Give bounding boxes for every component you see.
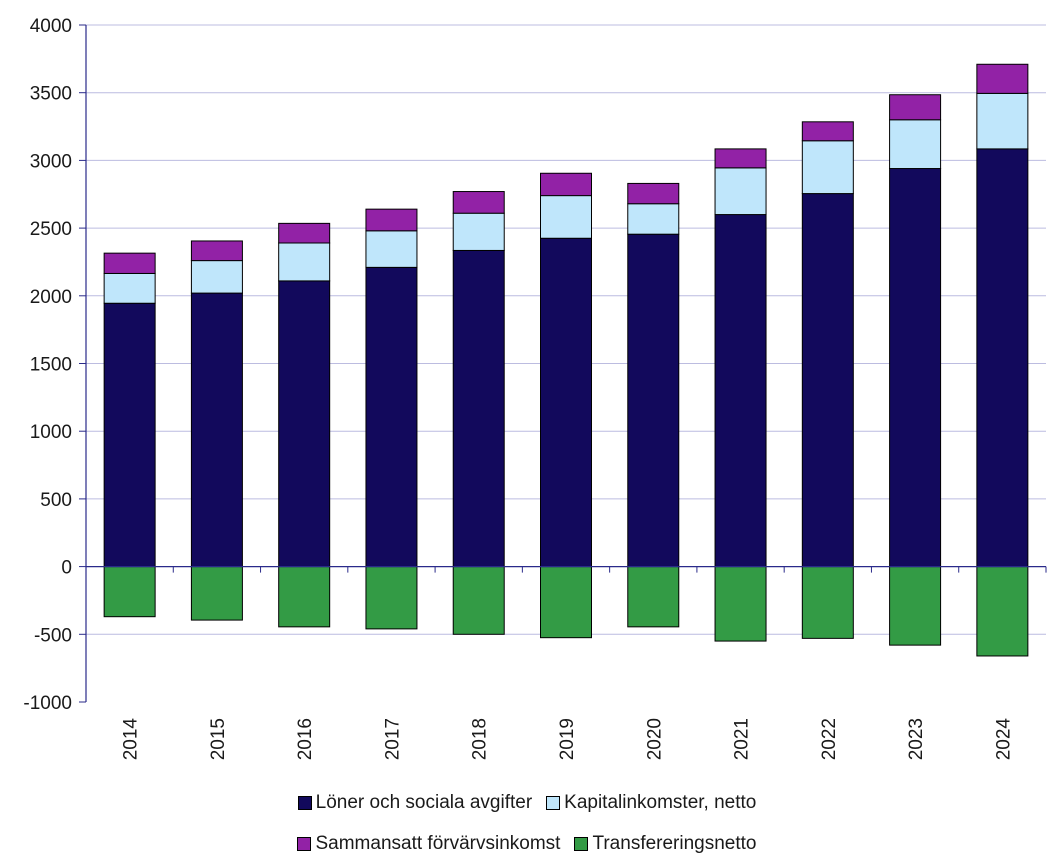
bar-segment-2017-2 [365, 230, 418, 268]
legend-label: Löner och sociala avgifter [315, 792, 533, 813]
bar-segment-2023-3 [889, 94, 942, 121]
bar-segment-2019-1 [540, 237, 592, 568]
x-axis-labels: 2014 2015 2016 2017 2018 2019 2020 2021 2022 2023… [121, 718, 1015, 761]
bar-segment-2018-1 [452, 249, 505, 568]
bar-segment-2017-4 [365, 566, 418, 630]
x-tick-label: 2021 [732, 718, 753, 760]
bar-segment-2019-3 [540, 172, 592, 197]
bar-segment-2024-1 [976, 148, 1029, 568]
bar-segment-2020-1 [627, 233, 680, 568]
bar-segment-2023-4 [889, 566, 942, 646]
legend-swatch [297, 796, 312, 810]
bar-segment-2018-4 [452, 566, 505, 635]
y-tick-label: 3500 [30, 84, 72, 105]
bar-segment-2015-4 [190, 566, 243, 621]
bar-segment-2023-2 [889, 119, 942, 170]
y-tick-label: 500 [40, 490, 72, 511]
axes [79, 24, 1047, 703]
legend-label: Transfereringsnetto [592, 833, 757, 854]
bar-segment-2016-3 [278, 222, 331, 244]
x-tick-label: 2016 [295, 718, 316, 760]
y-tick-label: 0 [61, 558, 72, 579]
bar-segment-2016-2 [278, 242, 331, 282]
bar-segment-2014-2 [103, 272, 156, 304]
bar-segment-2024-4 [976, 566, 1029, 657]
stacked-bar-chart: 4000 3500 3000 2500 2000 1500 1000 500 0 -500 -100… [23, 16, 1047, 761]
x-tick-label: 2024 [993, 718, 1014, 761]
bar-segment-2015-2 [190, 260, 243, 294]
bar-segment-2024-2 [976, 92, 1029, 150]
bar-segment-2021-1 [714, 214, 767, 568]
x-tick-label: 2020 [644, 718, 665, 760]
bar-segment-2016-4 [278, 566, 331, 628]
legend-swatch [574, 837, 589, 851]
bar-segment-2014-4 [103, 566, 156, 618]
bar-segment-2022-1 [801, 193, 854, 568]
bar-segment-2023-1 [889, 168, 942, 568]
y-tick-label: 1000 [30, 422, 72, 443]
y-tick-label: 4000 [30, 16, 72, 37]
bar-segment-2014-3 [103, 252, 156, 274]
bar-segment-2016-1 [278, 280, 331, 568]
y-tick-label: 1500 [30, 355, 72, 376]
bar-segment-2020-4 [627, 566, 680, 628]
bar-segment-2022-3 [801, 121, 854, 142]
bar-segment-2022-4 [801, 566, 854, 639]
bar-segment-2020-2 [627, 203, 680, 235]
x-tick-label: 2015 [208, 718, 229, 760]
legend-swatch [546, 796, 561, 810]
legend-row-1: Löner och sociala avgifter Kapitalinkoms… [0, 792, 1054, 814]
bar-segment-2017-1 [365, 266, 418, 568]
legend-row-2: Sammansatt förvärvsinkomst Transferering… [0, 833, 1054, 855]
x-tick-label: 2023 [906, 718, 927, 760]
bar-segment-2021-2 [714, 167, 767, 216]
y-tick-label: 2000 [30, 287, 72, 308]
bar-segment-2015-1 [190, 292, 243, 568]
bar-segment-2019-4 [540, 566, 592, 639]
bars [103, 63, 1029, 657]
y-axis-labels: 4000 3500 3000 2500 2000 1500 1000 500 0 -500 -100… [23, 16, 72, 714]
y-tick-label: -500 [34, 625, 72, 646]
legend-item-sammansatt: Sammansatt förvärvsinkomst [297, 833, 560, 855]
bar-segment-2021-4 [714, 566, 767, 642]
y-tick-label: -1000 [23, 693, 72, 714]
bar-segment-2020-3 [627, 182, 680, 205]
bar-segment-2017-3 [365, 208, 418, 232]
legend-item-kapital: Kapitalinkomster, netto [546, 792, 756, 814]
y-tick-label: 3000 [30, 151, 72, 172]
y-tick-label: 2500 [30, 219, 72, 240]
legend-label: Sammansatt förvärvsinkomst [315, 833, 561, 854]
bar-segment-2019-2 [540, 195, 592, 239]
bar-segment-2021-3 [714, 148, 767, 169]
legend-swatch [297, 837, 312, 851]
x-tick-label: 2017 [382, 718, 403, 760]
x-tick-label: 2022 [819, 718, 840, 760]
bar-segment-2018-3 [452, 191, 505, 214]
legend-item-transfer: Transfereringsnetto [574, 833, 757, 855]
bar-segment-2024-3 [976, 63, 1029, 94]
bar-segment-2022-2 [801, 140, 854, 195]
x-tick-label: 2018 [470, 718, 491, 760]
bar-segment-2014-1 [103, 302, 156, 568]
x-tick-label: 2019 [557, 718, 578, 760]
x-tick-label: 2014 [121, 718, 142, 761]
bar-segment-2015-3 [190, 240, 243, 262]
legend-label: Kapitalinkomster, netto [564, 792, 757, 813]
bar-segment-2018-2 [452, 212, 505, 251]
legend-item-loner: Löner och sociala avgifter [297, 792, 533, 814]
